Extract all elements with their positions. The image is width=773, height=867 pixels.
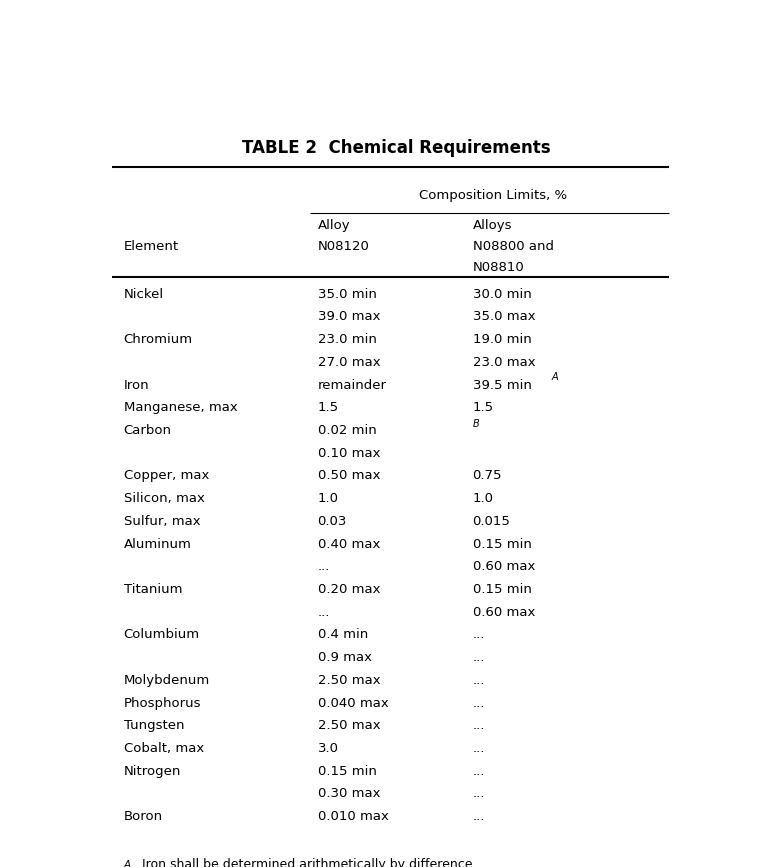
Text: 3.0: 3.0 — [318, 742, 339, 755]
Text: A: A — [552, 373, 558, 382]
Text: 0.02 min: 0.02 min — [318, 424, 376, 437]
Text: ...: ... — [318, 606, 330, 619]
Text: 0.9 max: 0.9 max — [318, 651, 372, 664]
Text: Silicon, max: Silicon, max — [124, 492, 205, 505]
Text: 0.60 max: 0.60 max — [472, 606, 535, 619]
Text: ...: ... — [472, 674, 485, 687]
Text: 2.50 max: 2.50 max — [318, 720, 380, 733]
Text: 0.040 max: 0.040 max — [318, 696, 388, 709]
Text: Composition Limits, %: Composition Limits, % — [419, 189, 567, 202]
Text: 0.60 max: 0.60 max — [472, 560, 535, 573]
Text: 19.0 min: 19.0 min — [472, 333, 531, 346]
Text: Iron shall be determined arithmetically by difference.: Iron shall be determined arithmetically … — [138, 858, 476, 867]
Text: ...: ... — [472, 720, 485, 733]
Text: Element: Element — [124, 240, 179, 253]
Text: Columbium: Columbium — [124, 629, 200, 642]
Text: 0.010 max: 0.010 max — [318, 810, 388, 823]
Text: 23.0 min: 23.0 min — [318, 333, 376, 346]
Text: 0.40 max: 0.40 max — [318, 538, 380, 551]
Text: ...: ... — [472, 742, 485, 755]
Text: Iron: Iron — [124, 379, 149, 392]
Text: N08120: N08120 — [318, 240, 369, 253]
Text: Aluminum: Aluminum — [124, 538, 192, 551]
Text: remainder: remainder — [318, 379, 386, 392]
Text: ...: ... — [472, 629, 485, 642]
Text: 39.0 max: 39.0 max — [318, 310, 380, 323]
Text: ...: ... — [472, 787, 485, 800]
Text: Alloy: Alloy — [318, 219, 350, 232]
Text: 35.0 min: 35.0 min — [318, 288, 376, 301]
Text: Nitrogen: Nitrogen — [124, 765, 181, 778]
Text: Tungsten: Tungsten — [124, 720, 184, 733]
Text: 0.20 max: 0.20 max — [318, 583, 380, 596]
Text: ...: ... — [318, 560, 330, 573]
Text: 0.4 min: 0.4 min — [318, 629, 368, 642]
Text: ...: ... — [472, 765, 485, 778]
Text: Molybdenum: Molybdenum — [124, 674, 210, 687]
Text: Cobalt, max: Cobalt, max — [124, 742, 204, 755]
Text: Nickel: Nickel — [124, 288, 164, 301]
Text: Manganese, max: Manganese, max — [124, 401, 237, 414]
Text: 0.15 min: 0.15 min — [472, 538, 531, 551]
Text: Sulfur, max: Sulfur, max — [124, 515, 200, 528]
Text: A: A — [124, 860, 131, 867]
Text: 0.15 min: 0.15 min — [472, 583, 531, 596]
Text: 39.5 min: 39.5 min — [472, 379, 531, 392]
Text: ...: ... — [472, 810, 485, 823]
Text: 0.15 min: 0.15 min — [318, 765, 376, 778]
Text: 1.5: 1.5 — [472, 401, 494, 414]
Text: 2.50 max: 2.50 max — [318, 674, 380, 687]
Text: Alloys: Alloys — [472, 219, 512, 232]
Text: Boron: Boron — [124, 810, 163, 823]
Text: ...: ... — [472, 696, 485, 709]
Text: 1.0: 1.0 — [318, 492, 339, 505]
Text: Phosphorus: Phosphorus — [124, 696, 201, 709]
Text: 27.0 max: 27.0 max — [318, 355, 380, 368]
Text: ...: ... — [472, 651, 485, 664]
Text: 0.50 max: 0.50 max — [318, 469, 380, 482]
Text: 0.10 max: 0.10 max — [318, 447, 380, 460]
Text: Titanium: Titanium — [124, 583, 182, 596]
Text: Carbon: Carbon — [124, 424, 172, 437]
Text: N08800 and: N08800 and — [472, 240, 553, 253]
Text: B: B — [472, 419, 479, 428]
Text: 0.015: 0.015 — [472, 515, 510, 528]
Text: 0.03: 0.03 — [318, 515, 347, 528]
Text: Copper, max: Copper, max — [124, 469, 209, 482]
Text: 0.30 max: 0.30 max — [318, 787, 380, 800]
Text: N08810: N08810 — [472, 261, 524, 274]
Text: Chromium: Chromium — [124, 333, 193, 346]
Text: 1.5: 1.5 — [318, 401, 339, 414]
Text: TABLE 2  Chemical Requirements: TABLE 2 Chemical Requirements — [242, 139, 550, 157]
Text: 0.75: 0.75 — [472, 469, 502, 482]
Text: 35.0 max: 35.0 max — [472, 310, 535, 323]
Text: 1.0: 1.0 — [472, 492, 493, 505]
Text: 23.0 max: 23.0 max — [472, 355, 535, 368]
Text: 30.0 min: 30.0 min — [472, 288, 531, 301]
